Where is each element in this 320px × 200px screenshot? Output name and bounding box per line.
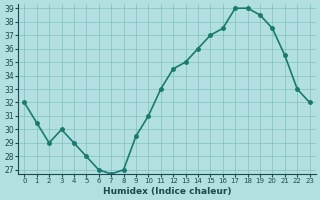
X-axis label: Humidex (Indice chaleur): Humidex (Indice chaleur) [103,187,231,196]
